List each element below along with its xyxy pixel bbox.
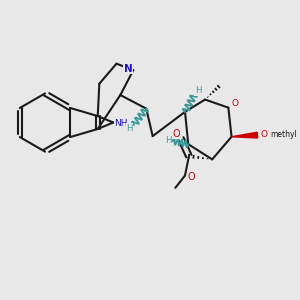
Text: H: H: [126, 124, 133, 133]
Text: NH: NH: [114, 119, 128, 128]
Text: N: N: [124, 64, 133, 74]
Text: H: H: [165, 136, 172, 145]
Text: O: O: [231, 99, 238, 108]
Polygon shape: [232, 132, 258, 138]
Text: O: O: [172, 128, 180, 139]
Text: O: O: [260, 130, 267, 139]
Text: O: O: [187, 172, 195, 182]
Text: methyl: methyl: [270, 130, 297, 139]
Text: H: H: [195, 86, 201, 95]
